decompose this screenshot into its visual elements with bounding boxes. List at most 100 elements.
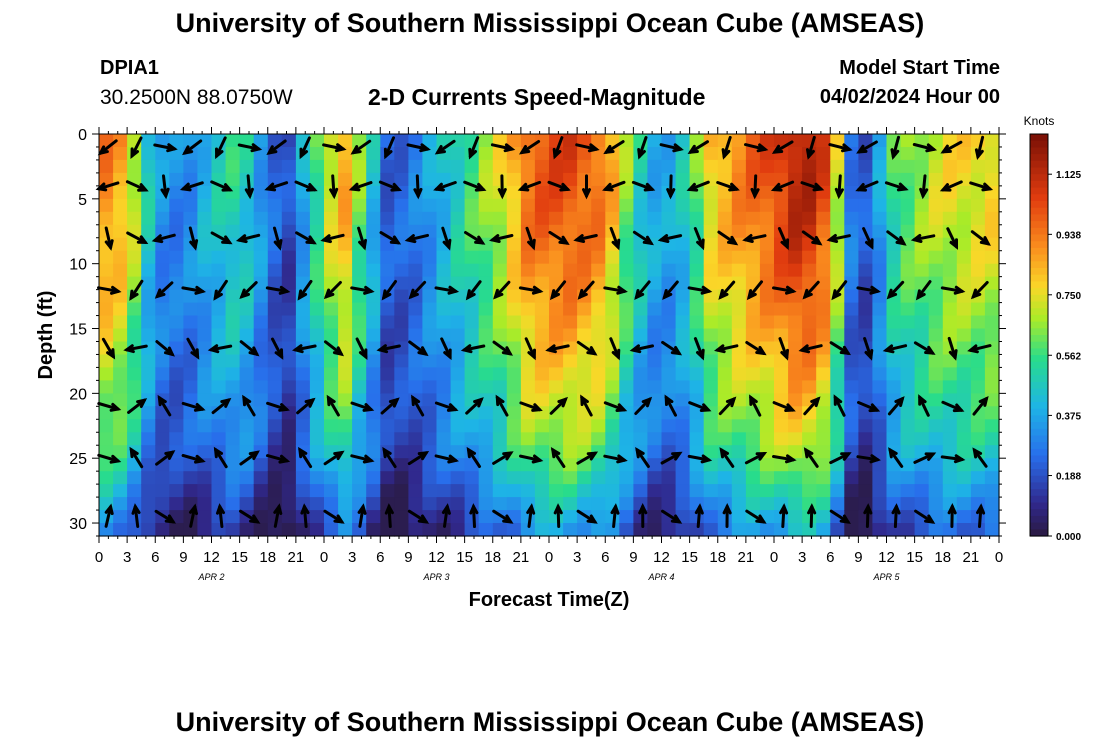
heatmap-cell: [534, 302, 550, 317]
heatmap-cell: [563, 224, 578, 239]
direction-arrow: [239, 340, 260, 357]
arrow-head: [839, 514, 851, 524]
heatmap-cell: [394, 147, 409, 161]
direction-arrow: [526, 503, 536, 528]
arrow-head: [383, 147, 393, 160]
heatmap-cell: [113, 393, 128, 407]
heatmap-cell: [886, 419, 902, 433]
heatmap-cell: [549, 484, 564, 498]
heatmap-cell: [211, 419, 227, 433]
heatmap-cell: [450, 147, 466, 161]
arrow-head: [495, 394, 505, 407]
heatmap-cell: [267, 354, 283, 369]
heatmap-cell: [703, 250, 719, 265]
heatmap-cell: [267, 276, 283, 291]
heatmap-cell: [619, 341, 634, 356]
arrow-head: [978, 395, 989, 407]
arrow-head: [869, 454, 881, 464]
direction-arrow: [806, 135, 816, 160]
heatmap-cell: [113, 432, 128, 446]
heatmap-cell: [661, 523, 677, 537]
heatmap-cell: [703, 263, 719, 278]
heatmap-cell: [141, 380, 156, 394]
heatmap-cell: [366, 354, 381, 369]
x-tick-label: 9: [179, 549, 187, 566]
arrow-head: [97, 145, 109, 156]
arrow-head: [323, 288, 335, 300]
heatmap-cell: [408, 523, 424, 537]
arrow-head: [273, 503, 283, 515]
heatmap-cell: [169, 445, 184, 459]
heatmap-cell: [858, 484, 874, 498]
heatmap-cell: [788, 315, 803, 330]
heatmap-cell: [211, 315, 227, 330]
heatmap-cell: [309, 445, 325, 459]
heatmap-cell: [759, 134, 775, 148]
heatmap-cell: [225, 523, 241, 537]
direction-arrow: [826, 234, 851, 243]
heatmap-cell: [366, 523, 381, 537]
direction-arrow: [744, 143, 769, 153]
direction-arrow: [497, 174, 507, 200]
heatmap-cell: [745, 159, 761, 174]
x-tick-label: 0: [95, 549, 103, 566]
arrow-head: [970, 288, 982, 300]
heatmap-cell: [802, 211, 817, 226]
direction-arrow: [716, 181, 740, 192]
heatmap-cell: [675, 523, 691, 537]
heatmap-cell: [478, 523, 494, 537]
heatmap-cell: [591, 289, 606, 304]
heatmap-cell: [366, 328, 381, 343]
heatmap-cell: [942, 211, 958, 226]
heatmap-cell: [984, 315, 1000, 330]
heatmap-cell: [844, 367, 859, 381]
heatmap-cell: [239, 367, 255, 381]
heatmap-cell: [844, 276, 859, 291]
direction-arrow: [777, 227, 790, 251]
arrow-head: [803, 447, 814, 459]
heatmap-cell: [267, 471, 283, 485]
heatmap-cell: [281, 445, 297, 459]
heatmap-cell: [872, 354, 888, 369]
heatmap-cell: [450, 185, 466, 200]
heatmap-cell: [774, 263, 789, 278]
arrow-head: [527, 348, 536, 361]
arrow-head: [447, 454, 459, 464]
direction-arrow: [882, 344, 908, 354]
heatmap-cell: [647, 211, 663, 226]
heatmap-cell: [577, 419, 592, 433]
heatmap-cell: [169, 289, 184, 304]
heatmap-cell: [844, 263, 859, 278]
heatmap-cell: [225, 393, 241, 407]
heatmap-cell: [928, 302, 944, 317]
colorbar-cell: [1030, 187, 1048, 195]
heatmap-cell: [858, 159, 874, 174]
heatmap-cell: [970, 471, 986, 485]
heatmap-cell: [914, 380, 930, 394]
heatmap-cell: [422, 406, 438, 420]
direction-arrow: [441, 503, 451, 528]
x-tick-label: 18: [934, 549, 951, 566]
heatmap-cell: [759, 263, 775, 278]
heatmap-cell: [478, 276, 494, 291]
colorbar-cell: [1030, 361, 1048, 370]
x-tick-label: 18: [259, 549, 276, 566]
heatmap-cell: [970, 406, 986, 420]
heatmap-cell: [394, 354, 409, 369]
model-start-value: 04/02/2024 Hour 00: [819, 86, 1000, 108]
x-tick-label: 3: [573, 549, 581, 566]
arrow-head: [250, 143, 263, 153]
heatmap-cell: [281, 510, 297, 524]
arrow-head: [949, 238, 958, 250]
heatmap-cell: [141, 250, 156, 265]
heatmap-cell: [239, 198, 255, 213]
arrow-head: [642, 235, 654, 246]
heatmap-cell: [619, 315, 634, 330]
heatmap-cell: [506, 523, 522, 537]
heatmap-cell: [99, 198, 114, 213]
heatmap-cell: [886, 211, 902, 226]
direction-arrow: [323, 509, 345, 524]
heatmap-cell: [141, 432, 156, 446]
heatmap-cell: [253, 484, 269, 498]
heatmap-cell: [99, 380, 114, 394]
